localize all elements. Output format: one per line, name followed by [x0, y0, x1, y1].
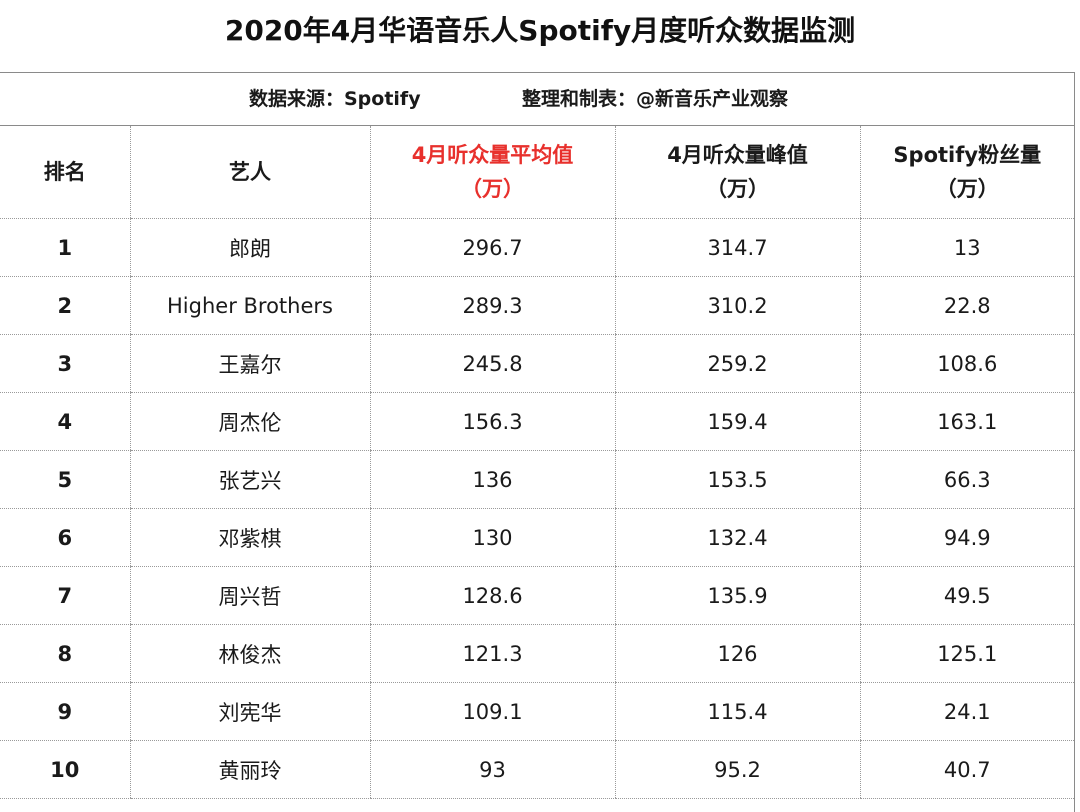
table-row: 6 邓紫棋 130 132.4 94.9 — [0, 508, 1074, 567]
rank-cell: 2 — [0, 276, 130, 335]
avg-listeners-cell: 136 — [369, 450, 615, 509]
artist-cell: 林俊杰 — [129, 624, 370, 683]
peak-listeners-cell: 95.2 — [614, 740, 860, 799]
rank-cell: 4 — [0, 392, 130, 451]
table-row: 3 王嘉尔 245.8 259.2 108.6 — [0, 334, 1074, 393]
column-header-artist: 艺人 — [129, 126, 370, 219]
peak-listeners-cell: 153.5 — [614, 450, 860, 509]
avg-listeners-cell: 109.1 — [369, 682, 615, 741]
followers-cell: 66.3 — [859, 450, 1074, 509]
table-row: 9 刘宪华 109.1 115.4 24.1 — [0, 682, 1074, 741]
artist-cell: 邓紫棋 — [129, 508, 370, 567]
peak-listeners-cell: 159.4 — [614, 392, 860, 451]
artist-cell: 黄丽玲 — [129, 740, 370, 799]
compiled-by-label: 整理和制表：@新音乐产业观察 — [522, 88, 789, 110]
table-row: 4 周杰伦 156.3 159.4 163.1 — [0, 392, 1074, 451]
column-header-peak-unit: （万） — [706, 177, 769, 201]
column-header-followers-line1: Spotify粉丝量 — [893, 143, 1042, 167]
table-row: 7 周兴哲 128.6 135.9 49.5 — [0, 566, 1074, 625]
followers-cell: 94.9 — [859, 508, 1074, 567]
column-header-followers-unit: （万） — [935, 177, 999, 201]
rank-cell: 8 — [0, 624, 130, 683]
avg-listeners-cell: 130 — [369, 508, 615, 567]
table-row: 2 Higher Brothers 289.3 310.2 22.8 — [0, 276, 1074, 335]
avg-listeners-cell: 245.8 — [369, 334, 615, 393]
avg-listeners-cell: 296.7 — [369, 218, 615, 277]
column-header-avg-listeners: 4月听众量平均值 （万） — [369, 126, 615, 219]
column-header-peak-line1: 4月听众量峰值 — [667, 143, 808, 167]
ranking-table: 排名 艺人 4月听众量平均值 （万） 4月听众量峰值 （万） Spotify粉丝… — [0, 126, 1074, 799]
ranking-table-frame: 数据来源：Spotify 整理和制表：@新音乐产业观察 排名 艺人 4月听众量平… — [0, 72, 1075, 812]
followers-cell: 108.6 — [859, 334, 1074, 393]
followers-cell: 13 — [859, 218, 1074, 277]
column-header-avg-unit: （万） — [461, 177, 524, 201]
table-header-row: 排名 艺人 4月听众量平均值 （万） 4月听众量峰值 （万） Spotify粉丝… — [0, 126, 1074, 219]
rank-cell: 1 — [0, 218, 130, 277]
peak-listeners-cell: 135.9 — [614, 566, 860, 625]
rank-cell: 9 — [0, 682, 130, 741]
column-header-avg-line1: 4月听众量平均值 — [411, 143, 574, 167]
rank-cell: 3 — [0, 334, 130, 393]
avg-listeners-cell: 128.6 — [369, 566, 615, 625]
rank-cell: 6 — [0, 508, 130, 567]
data-source-label: 数据来源：Spotify — [249, 88, 421, 110]
followers-cell: 40.7 — [859, 740, 1074, 799]
avg-listeners-cell: 93 — [369, 740, 615, 799]
avg-listeners-cell: 289.3 — [369, 276, 615, 335]
followers-cell: 49.5 — [859, 566, 1074, 625]
artist-cell: 张艺兴 — [129, 450, 370, 509]
peak-listeners-cell: 310.2 — [614, 276, 860, 335]
table-row: 1 郎朗 296.7 314.7 13 — [0, 218, 1074, 277]
artist-cell: 刘宪华 — [129, 682, 370, 741]
artist-cell: 郎朗 — [129, 218, 370, 277]
rank-cell: 10 — [0, 740, 130, 799]
followers-cell: 163.1 — [859, 392, 1074, 451]
artist-cell: 王嘉尔 — [129, 334, 370, 393]
peak-listeners-cell: 132.4 — [614, 508, 860, 567]
source-row: 数据来源：Spotify 整理和制表：@新音乐产业观察 — [0, 73, 1074, 126]
table-row: 5 张艺兴 136 153.5 66.3 — [0, 450, 1074, 509]
avg-listeners-cell: 156.3 — [369, 392, 615, 451]
rank-cell: 7 — [0, 566, 130, 625]
peak-listeners-cell: 314.7 — [614, 218, 860, 277]
table-row: 10 黄丽玲 93 95.2 40.7 — [0, 740, 1074, 799]
followers-cell: 24.1 — [859, 682, 1074, 741]
page-title: 2020年4月华语音乐人Spotify月度听众数据监测 — [224, 14, 856, 47]
followers-cell: 22.8 — [859, 276, 1074, 335]
artist-cell: 周杰伦 — [129, 392, 370, 451]
followers-cell: 125.1 — [859, 624, 1074, 683]
peak-listeners-cell: 259.2 — [614, 334, 860, 393]
peak-listeners-cell: 115.4 — [614, 682, 860, 741]
artist-cell: 周兴哲 — [129, 566, 370, 625]
table-row: 8 林俊杰 121.3 126 125.1 — [0, 624, 1074, 683]
column-header-followers: Spotify粉丝量 （万） — [859, 126, 1074, 219]
rank-cell: 5 — [0, 450, 130, 509]
artist-cell: Higher Brothers — [129, 276, 370, 335]
peak-listeners-cell: 126 — [614, 624, 860, 683]
avg-listeners-cell: 121.3 — [369, 624, 615, 683]
column-header-rank: 排名 — [0, 126, 130, 219]
column-header-peak-listeners: 4月听众量峰值 （万） — [614, 126, 860, 219]
